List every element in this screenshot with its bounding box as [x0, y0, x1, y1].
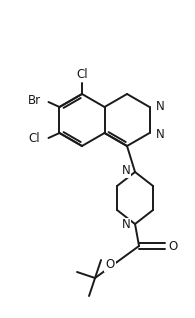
Text: O: O: [168, 239, 178, 252]
Text: O: O: [105, 259, 115, 272]
Text: N: N: [156, 100, 165, 113]
Text: N: N: [122, 218, 130, 232]
Text: Cl: Cl: [29, 133, 40, 146]
Text: N: N: [156, 128, 165, 141]
Text: N: N: [122, 164, 130, 177]
Text: Cl: Cl: [76, 68, 88, 81]
Text: Br: Br: [28, 94, 41, 107]
